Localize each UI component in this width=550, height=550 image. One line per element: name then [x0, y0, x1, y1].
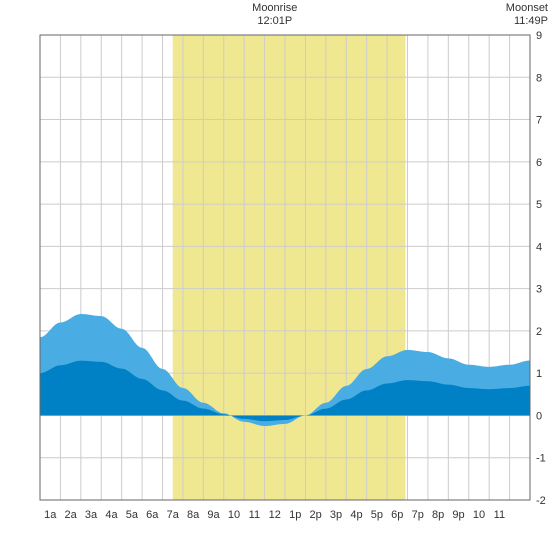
- y-tick-label: 6: [536, 157, 542, 169]
- moonrise-text: Moonrise: [252, 2, 297, 14]
- x-tick-label: 1p: [289, 509, 301, 521]
- x-tick-label: 6p: [391, 509, 403, 521]
- moonrise-time: 12:01P: [257, 15, 292, 27]
- moonset-label: Moonset 11:49P: [488, 2, 548, 28]
- y-tick-label: -1: [536, 453, 546, 465]
- chart-svg: -2-101234567891a2a3a4a5a6a7a8a9a1011121p…: [0, 0, 550, 550]
- y-tick-label: 4: [536, 241, 542, 253]
- x-tick-label: 2a: [65, 509, 78, 521]
- moon-band: [173, 35, 406, 500]
- x-tick-label: 10: [473, 509, 485, 521]
- y-tick-label: 8: [536, 72, 542, 84]
- y-tick-label: 5: [536, 199, 542, 211]
- x-tick-label: 2p: [310, 509, 322, 521]
- x-tick-label: 8a: [187, 509, 200, 521]
- moonset-time: 11:49P: [514, 15, 548, 27]
- x-tick-label: 9a: [207, 509, 220, 521]
- x-tick-label: 3a: [85, 509, 98, 521]
- y-tick-label: -2: [536, 495, 546, 507]
- x-tick-label: 8p: [432, 509, 444, 521]
- y-tick-label: 7: [536, 115, 542, 127]
- x-tick-label: 12: [269, 509, 281, 521]
- y-tick-label: 3: [536, 284, 542, 296]
- x-tick-label: 4p: [350, 509, 362, 521]
- y-tick-label: 1: [536, 368, 542, 380]
- x-tick-label: 11: [249, 509, 260, 521]
- x-tick-label: 5p: [371, 509, 383, 521]
- moonset-text: Moonset: [506, 2, 548, 14]
- x-tick-label: 3p: [330, 509, 342, 521]
- x-tick-label: 4a: [105, 509, 118, 521]
- x-tick-label: 10: [228, 509, 240, 521]
- x-tick-label: 11: [494, 509, 505, 521]
- x-tick-label: 7a: [167, 509, 180, 521]
- x-tick-label: 5a: [126, 509, 139, 521]
- x-tick-label: 7p: [412, 509, 424, 521]
- x-tick-label: 9p: [452, 509, 464, 521]
- x-tick-label: 1a: [44, 509, 57, 521]
- y-tick-label: 0: [536, 410, 542, 422]
- y-tick-label: 9: [536, 30, 542, 42]
- tide-chart: Moonrise 12:01P Moonset 11:49P -2-101234…: [0, 0, 550, 550]
- y-tick-label: 2: [536, 326, 542, 338]
- x-tick-label: 6a: [146, 509, 159, 521]
- moonrise-label: Moonrise 12:01P: [245, 2, 305, 28]
